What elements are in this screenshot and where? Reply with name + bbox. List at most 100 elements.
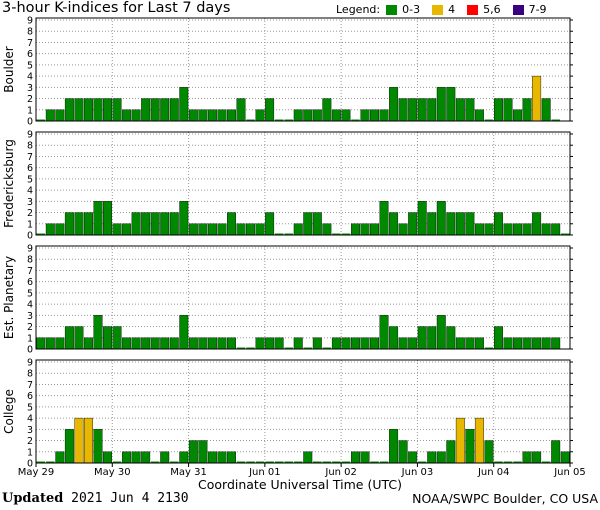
bar-fredericksburg-17: [198, 223, 208, 236]
bar-fredericksburg-31: [332, 233, 341, 235]
bar-boulder-6: [93, 98, 103, 122]
bar-college-37: [389, 429, 399, 464]
bar-college-12: [150, 461, 160, 463]
panel-frame-boulder: [35, 17, 571, 122]
bar-est-planetary-48: [494, 326, 503, 350]
bar-fredericksburg-27: [293, 223, 303, 236]
bar-est-planetary-34: [360, 337, 370, 350]
bar-boulder-19: [217, 109, 227, 122]
bar-college-54: [551, 440, 561, 464]
bar-boulder-54: [551, 119, 560, 121]
y-tick-label: 2: [27, 94, 33, 105]
bar-est-planetary-21: [236, 347, 246, 349]
bar-est-planetary-11: [141, 337, 151, 350]
bar-college-11: [141, 451, 151, 464]
bar-college-14: [170, 461, 179, 463]
bar-est-planetary-8: [112, 326, 122, 350]
panel-label-est-planetary: Est. Planetary: [2, 256, 16, 339]
bar-fredericksburg-26: [284, 233, 293, 235]
bar-fredericksburg-11: [141, 212, 151, 236]
y-tick-label: 8: [27, 369, 33, 380]
bar-college-47: [484, 440, 494, 464]
y-tick-label: 5: [27, 402, 33, 413]
bar-boulder-46: [474, 109, 484, 122]
bar-est-planetary-50: [513, 337, 523, 350]
bar-college-16: [188, 440, 198, 464]
bar-est-planetary-52: [532, 337, 542, 350]
bar-est-planetary-32: [341, 337, 351, 350]
bar-est-planetary-49: [503, 337, 513, 350]
bar-boulder-45: [465, 98, 475, 122]
bar-boulder-4: [74, 98, 84, 122]
bar-est-planetary-42: [436, 315, 446, 350]
bar-fredericksburg-41: [427, 212, 437, 236]
bar-boulder-49: [503, 98, 513, 122]
bar-boulder-36: [379, 109, 389, 122]
x-tick-label-jun-03: Jun 03: [401, 467, 434, 478]
bar-est-planetary-54: [551, 337, 561, 350]
bar-est-planetary-28: [303, 347, 313, 349]
bar-est-planetary-0: [36, 337, 46, 350]
bar-est-planetary-46: [474, 337, 484, 350]
bar-boulder-48: [494, 98, 503, 122]
bar-est-planetary-5: [83, 337, 93, 350]
bar-est-planetary-15: [179, 315, 189, 350]
bar-fredericksburg-29: [312, 212, 322, 236]
bar-fredericksburg-37: [389, 212, 399, 236]
panel-frame-college: [35, 359, 571, 464]
bar-fredericksburg-13: [160, 212, 170, 236]
legend-label-5-6: 5,6: [483, 3, 501, 16]
bar-boulder-14: [169, 98, 179, 122]
y-tick-label: 6: [27, 391, 33, 402]
bar-boulder-33: [351, 119, 360, 121]
bar-fredericksburg-9: [122, 223, 132, 236]
bar-boulder-3: [64, 98, 74, 122]
y-tick-label: 8: [27, 255, 33, 266]
bar-college-44: [455, 417, 465, 464]
legend-label-7-9: 7-9: [528, 3, 547, 16]
bar-fredericksburg-38: [398, 223, 408, 236]
bar-boulder-24: [265, 98, 275, 122]
bar-fredericksburg-28: [303, 212, 313, 236]
bar-est-planetary-3: [64, 326, 74, 350]
bar-fredericksburg-55: [560, 233, 570, 235]
y-tick-label: 1: [27, 333, 33, 344]
bar-college-30: [322, 461, 332, 463]
bar-college-25: [274, 461, 284, 463]
bar-est-planetary-43: [446, 326, 456, 350]
bar-college-18: [207, 451, 217, 464]
bar-boulder-39: [408, 98, 418, 122]
bar-college-5: [83, 417, 93, 464]
bar-est-planetary-17: [198, 337, 208, 350]
legend-swatch-0-3: [386, 4, 398, 15]
y-tick-label: 9: [27, 130, 33, 141]
y-tick-label: 3: [27, 197, 33, 208]
bar-college-2: [55, 451, 65, 464]
bar-fredericksburg-15: [179, 201, 189, 236]
y-tick-label: 5: [27, 288, 33, 299]
bar-boulder-43: [446, 87, 456, 122]
bar-est-planetary-44: [455, 337, 465, 350]
bar-fredericksburg-49: [503, 223, 513, 236]
bar-fredericksburg-18: [207, 223, 217, 236]
bar-college-50: [513, 461, 522, 463]
bar-fredericksburg-48: [494, 212, 503, 236]
legend: Legend: 0-3 4 5,6 7-9: [336, 3, 559, 16]
bar-est-planetary-6: [93, 315, 103, 350]
legend-title: Legend:: [336, 3, 381, 16]
bar-college-33: [350, 451, 360, 464]
bar-college-46: [474, 417, 484, 464]
bar-college-21: [236, 461, 246, 463]
bar-college-19: [217, 451, 227, 464]
bar-fredericksburg-0: [36, 233, 46, 235]
bar-college-24: [265, 461, 274, 463]
bar-boulder-8: [112, 98, 122, 122]
bar-college-15: [179, 451, 189, 464]
legend-item-0-3: 0-3: [386, 3, 420, 16]
y-tick-label: 4: [27, 186, 33, 197]
panel-frame-est-planetary: [35, 245, 571, 350]
bar-college-32: [341, 461, 351, 463]
bar-fredericksburg-45: [465, 212, 475, 236]
bar-boulder-29: [312, 109, 322, 122]
bar-fredericksburg-39: [408, 212, 418, 236]
